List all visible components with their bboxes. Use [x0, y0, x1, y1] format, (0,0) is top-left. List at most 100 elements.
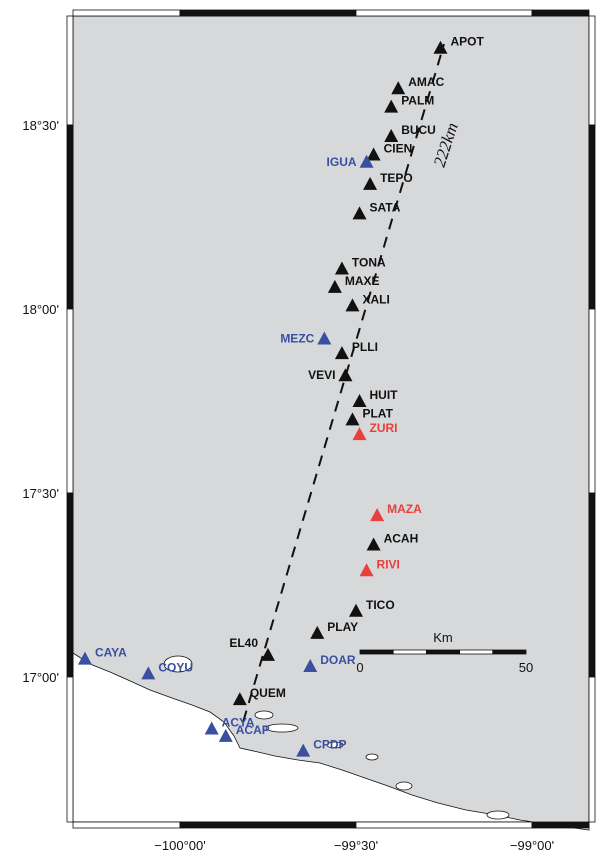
station-marker-acah[interactable]	[366, 537, 381, 551]
frame-segment-left	[66, 676, 74, 823]
profile-line	[242, 43, 445, 722]
station-label-maxe: MAXE	[345, 274, 380, 288]
station-label-huit: HUIT	[370, 388, 399, 402]
islands	[163, 655, 510, 820]
stations-layer: APOT AMAC PALM BUCU CIEN IGUA TEPO SATA TONA MAXE…	[77, 35, 484, 757]
station-marker-vevi[interactable]	[338, 368, 353, 382]
island	[254, 710, 274, 720]
station-marker-tepo[interactable]	[363, 176, 378, 190]
station-label-acah: ACAH	[384, 532, 419, 546]
station-marker-maxe[interactable]	[327, 279, 342, 293]
frame-segment-left	[66, 308, 74, 494]
station-marker-caya[interactable]	[77, 651, 92, 665]
station-marker-plli[interactable]	[334, 346, 349, 360]
frame-segment-top	[531, 9, 590, 17]
station-label-mezc: MEZC	[280, 331, 314, 345]
station-label-sata: SATA	[370, 200, 401, 214]
station-marker-xali[interactable]	[345, 298, 360, 312]
station-label-caya: CAYA	[95, 646, 127, 660]
land-area	[73, 16, 589, 821]
station-marker-mezc[interactable]	[317, 331, 332, 345]
frame-segment-left	[66, 15, 74, 126]
frame-segment-top	[355, 9, 533, 17]
station-label-plli: PLLI	[352, 340, 378, 354]
station-marker-amac[interactable]	[391, 81, 406, 95]
station-label-apot: APOT	[450, 35, 484, 49]
island	[163, 655, 193, 673]
station-marker-rivi[interactable]	[359, 563, 374, 577]
frame-segment-bottom	[355, 821, 533, 829]
station-marker-cien[interactable]	[366, 147, 381, 161]
lon-tick-label: −99°30'	[334, 838, 378, 853]
frame-segment-right	[588, 124, 596, 310]
station-marker-acap[interactable]	[218, 728, 233, 742]
station-label-doar: DOAR	[320, 653, 356, 667]
station-label-tona: TONA	[352, 256, 386, 270]
station-label-cien: CIEN	[384, 141, 413, 155]
station-marker-bucu[interactable]	[384, 129, 399, 143]
map-frame	[66, 9, 596, 829]
station-label-xali: XALI	[362, 292, 389, 306]
axis-ticks: −100°00' −99°30' −99°00' 18°30' 18°00' 17°30'…	[22, 118, 554, 853]
lat-tick-label: 18°00'	[22, 302, 59, 317]
station-marker-maza[interactable]	[370, 508, 385, 522]
station-label-play: PLAY	[327, 620, 358, 634]
scale-bar-min-label: 0	[356, 660, 363, 675]
station-marker-tico[interactable]	[349, 603, 363, 617]
station-marker-apot[interactable]	[433, 40, 448, 54]
scale-bar-segment	[359, 649, 394, 655]
frame-segment-right	[588, 15, 596, 126]
station-marker-coyu[interactable]	[141, 666, 156, 680]
station-label-el40: EL40	[229, 636, 258, 650]
station-marker-plat[interactable]	[345, 412, 360, 426]
station-marker-el40[interactable]	[261, 647, 275, 661]
station-marker-sata[interactable]	[352, 206, 367, 220]
frame-segment-bottom	[531, 821, 590, 829]
scale-bar-segment	[492, 649, 527, 655]
station-label-maza: MAZA	[387, 502, 422, 516]
island	[365, 753, 379, 761]
station-label-coyu: COYU	[158, 660, 193, 674]
station-label-plat: PLAT	[362, 406, 393, 420]
station-label-rivi: RIVI	[377, 557, 400, 571]
station-marker-huit[interactable]	[352, 394, 367, 407]
scale-bar-segment	[425, 649, 460, 655]
island	[395, 781, 413, 791]
frame-segment-left	[66, 492, 74, 678]
frame-segment-top	[72, 9, 181, 17]
station-label-palm: PALM	[401, 94, 434, 108]
station-marker-tona[interactable]	[334, 261, 349, 275]
frame-segment-right	[588, 676, 596, 823]
station-marker-play[interactable]	[310, 625, 325, 639]
station-marker-quem[interactable]	[232, 692, 247, 706]
station-label-vevi: VEVI	[308, 368, 335, 382]
station-label-igua: IGUA	[327, 155, 357, 169]
station-marker-doar[interactable]	[303, 658, 318, 672]
lat-tick-label: 17°00'	[22, 670, 59, 685]
station-label-tico: TICO	[366, 598, 395, 612]
station-label-cpdp: CPDP	[313, 738, 346, 752]
lon-tick-label: −99°00'	[510, 838, 554, 853]
lat-tick-label: 18°30'	[22, 118, 59, 133]
station-marker-cpdp[interactable]	[296, 743, 311, 757]
station-marker-zuri[interactable]	[352, 427, 367, 441]
scale-bar-unit: Km	[433, 630, 453, 645]
frame-segment-top	[179, 9, 357, 17]
station-label-acya: ACYA	[222, 716, 255, 730]
station-label-acap: ACAP	[236, 723, 270, 737]
station-label-quem: QUEM	[250, 686, 286, 700]
scale-bar: Km 0 50	[356, 630, 533, 675]
lon-tick-label: −100°00'	[154, 838, 205, 853]
island	[486, 810, 510, 820]
frame-segment-right	[588, 308, 596, 494]
profile-dashed-line	[242, 43, 445, 722]
frame-segment-bottom	[72, 821, 181, 829]
island	[326, 741, 344, 749]
station-label-amac: AMAC	[408, 75, 444, 89]
station-marker-acya[interactable]	[204, 721, 219, 735]
frame-segment-left	[66, 124, 74, 310]
scale-bar-segment	[392, 649, 427, 655]
station-marker-palm[interactable]	[384, 99, 399, 113]
station-marker-igua[interactable]	[359, 154, 374, 168]
